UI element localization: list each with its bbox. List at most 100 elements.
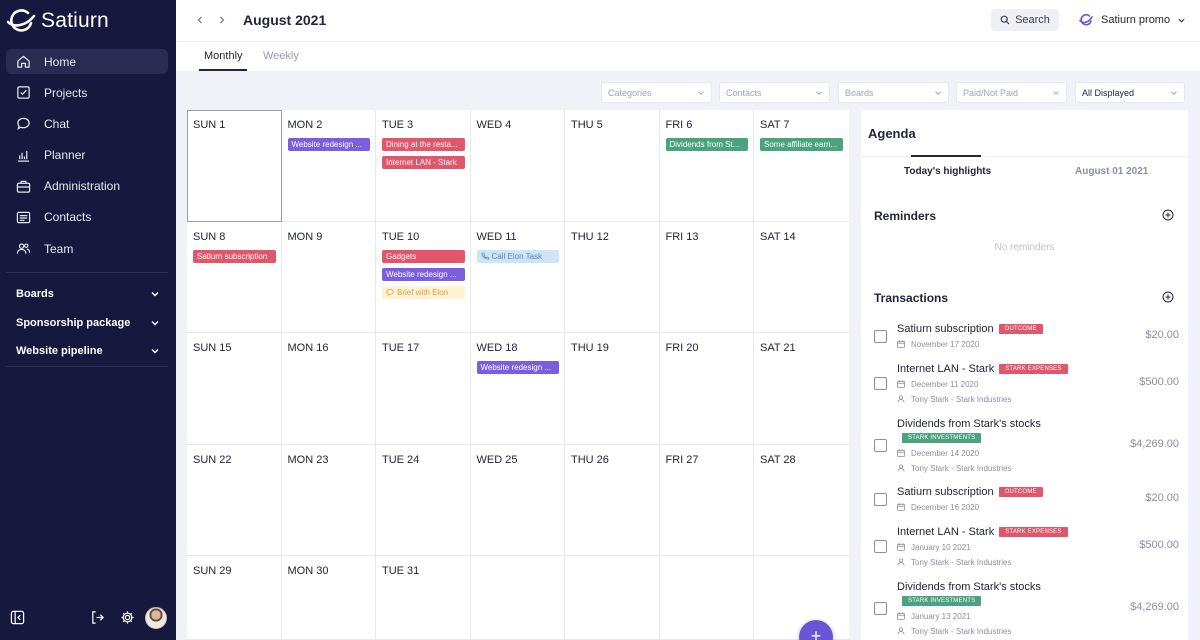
- section-boards[interactable]: Boards: [16, 286, 160, 302]
- calendar-day-cell[interactable]: THU 19: [565, 333, 660, 445]
- calendar-day-cell[interactable]: SAT 21: [754, 333, 849, 445]
- calendar-day-cell[interactable]: WED 18 Website redesign ...: [470, 333, 565, 445]
- transaction-checkbox[interactable]: [874, 330, 887, 343]
- tab-date[interactable]: August 01 2021: [1075, 166, 1149, 177]
- transaction-checkbox[interactable]: [874, 377, 887, 390]
- transaction-checkbox[interactable]: [874, 493, 887, 506]
- app-logo[interactable]: Satiurn: [6, 7, 109, 35]
- calendar-day-cell[interactable]: FRI 13: [659, 221, 754, 333]
- calendar-day-cell[interactable]: MON 30: [281, 556, 376, 640]
- day-label: MON 16: [287, 342, 329, 354]
- calendar-day-cell[interactable]: SAT 14: [754, 222, 849, 333]
- calendar-day-cell[interactable]: SUN 29: [187, 556, 282, 640]
- calendar-day-cell[interactable]: SUN 1: [187, 110, 282, 222]
- calendar-day-cell[interactable]: [659, 556, 754, 640]
- calendar-day-cell[interactable]: SUN 22: [187, 444, 282, 556]
- transaction-date: November 17 2020: [897, 339, 979, 349]
- calendar-event[interactable]: Dividends from St...: [665, 138, 748, 151]
- calendar-day-cell[interactable]: TUE 24: [376, 444, 471, 556]
- transaction-badge: STARK EXPENSES: [999, 527, 1068, 537]
- tab-todays-highlights[interactable]: Today's highlights: [904, 166, 992, 177]
- event-label: Dining at the resta...: [386, 140, 458, 149]
- chevron-down-icon: [935, 90, 941, 95]
- calendar-day-cell[interactable]: WED 4: [470, 110, 565, 222]
- prev-month-button[interactable]: [192, 12, 208, 28]
- calendar-event[interactable]: Website redesign ...: [287, 138, 370, 151]
- calendar-day-cell[interactable]: FRI 20: [659, 333, 754, 445]
- calendar-day-cell[interactable]: WED 11 Call Elon Task: [470, 221, 565, 333]
- sidebar-item-team[interactable]: Team: [6, 236, 168, 261]
- gear-icon[interactable]: [120, 610, 135, 625]
- section-website-pipeline[interactable]: Website pipeline: [16, 343, 160, 359]
- avatar[interactable]: [145, 607, 167, 629]
- filter-display[interactable]: All Displayed: [1075, 82, 1185, 103]
- calendar-event[interactable]: Gadgets: [382, 249, 465, 263]
- sidebar: Satiurn Home Projects Chat Planner Administr…: [0, 0, 176, 640]
- transaction-title: Internet LAN - Stark: [897, 526, 995, 538]
- chat-icon: [17, 118, 30, 131]
- filter-paid-status[interactable]: Paid/Not Paid: [956, 82, 1067, 103]
- calendar-day-cell[interactable]: [565, 556, 660, 640]
- transaction-checkbox[interactable]: [874, 540, 887, 553]
- section-label: Website pipeline: [16, 345, 103, 357]
- calendar-event[interactable]: Brief with Elon: [382, 285, 465, 299]
- sidebar-item-administration[interactable]: Administration: [6, 174, 168, 199]
- collapse-sidebar-icon[interactable]: [10, 610, 25, 625]
- calendar-day-cell[interactable]: MON 16: [281, 333, 376, 445]
- calendar-day-cell[interactable]: SUN 15: [187, 333, 282, 445]
- add-transaction-icon[interactable]: [1162, 291, 1174, 303]
- calendar-day-cell[interactable]: MON 23: [281, 444, 376, 556]
- calendar-day-cell[interactable]: FRI 6 Dividends from St...: [659, 110, 754, 222]
- sidebar-item-chat[interactable]: Chat: [6, 111, 168, 136]
- sidebar-item-projects[interactable]: Projects: [6, 80, 168, 105]
- app-name: Satiurn: [41, 9, 109, 32]
- calendar-day-cell[interactable]: THU 5: [565, 110, 660, 222]
- transaction-title: Dividends from Stark's stocks: [897, 418, 1041, 430]
- calendar-day-cell[interactable]: [470, 556, 565, 640]
- filter-boards[interactable]: Boards: [838, 82, 949, 103]
- search-button[interactable]: Search: [991, 9, 1059, 31]
- workspace-switcher[interactable]: Satiurn promo: [1079, 12, 1186, 28]
- calendar-day-cell[interactable]: FRI 27: [659, 444, 754, 556]
- logout-icon[interactable]: [90, 610, 105, 625]
- chevron-down-icon: [151, 321, 159, 326]
- calendar-event[interactable]: Website redesign ...: [382, 267, 465, 281]
- transaction-date-text: January 13 2021: [911, 611, 971, 621]
- calendar-event[interactable]: Website redesign ...: [476, 361, 559, 374]
- transaction-checkbox[interactable]: [874, 602, 887, 615]
- calendar-day-cell[interactable]: TUE 17: [376, 333, 471, 445]
- calendar-icon: [897, 503, 905, 511]
- transaction-title: Satiurn subscription: [897, 486, 994, 498]
- calendar-day-cell[interactable]: MON 2 Website redesign ...: [281, 110, 376, 222]
- calendar-day-cell[interactable]: TUE 31: [376, 556, 471, 640]
- transaction-checkbox[interactable]: [874, 439, 887, 452]
- calendar-day-cell[interactable]: MON 9: [281, 221, 376, 333]
- calendar-day-cell[interactable]: THU 26: [565, 444, 660, 556]
- next-month-button[interactable]: [214, 12, 230, 28]
- calendar-day-cell[interactable]: TUE 3 Dining at the resta... Internet LAN …: [376, 110, 471, 222]
- calendar-day-cell[interactable]: SAT 7 Some affiliate earn...: [754, 110, 849, 222]
- calendar-day-cell[interactable]: TUE 10 Gadgets Website redesign ... Brief w…: [376, 221, 471, 333]
- sidebar-item-contacts[interactable]: Contacts: [6, 205, 168, 230]
- calendar-day-cell[interactable]: WED 25: [470, 444, 565, 556]
- calendar-day-cell[interactable]: THU 12: [565, 221, 660, 333]
- filter-categories[interactable]: Categories: [601, 82, 712, 103]
- add-reminder-icon[interactable]: [1162, 209, 1174, 221]
- sidebar-item-home[interactable]: Home: [6, 49, 168, 74]
- chevron-down-icon: [1171, 90, 1177, 95]
- calendar-event[interactable]: Some affiliate earn...: [760, 138, 843, 151]
- calendar-icon: [897, 340, 905, 348]
- sidebar-item-planner[interactable]: Planner: [6, 143, 168, 168]
- tab-monthly[interactable]: Monthly: [204, 50, 243, 62]
- calendar-day-cell[interactable]: SAT 28: [754, 445, 849, 556]
- calendar-event[interactable]: Satiurn subscription: [193, 249, 276, 263]
- section-sponsorship-package[interactable]: Sponsorship package: [16, 315, 160, 331]
- add-event-button[interactable]: +: [799, 620, 833, 640]
- calendar-event[interactable]: Dining at the resta...: [382, 138, 465, 151]
- calendar-event[interactable]: Call Elon Task: [476, 249, 559, 263]
- calendar-event[interactable]: Internet LAN - Stark: [382, 156, 465, 169]
- nav-divider: [6, 272, 168, 273]
- filter-contacts[interactable]: Contacts: [719, 82, 830, 103]
- calendar-day-cell[interactable]: SUN 8 Satiurn subscription: [187, 221, 282, 333]
- tab-weekly[interactable]: Weekly: [263, 50, 299, 62]
